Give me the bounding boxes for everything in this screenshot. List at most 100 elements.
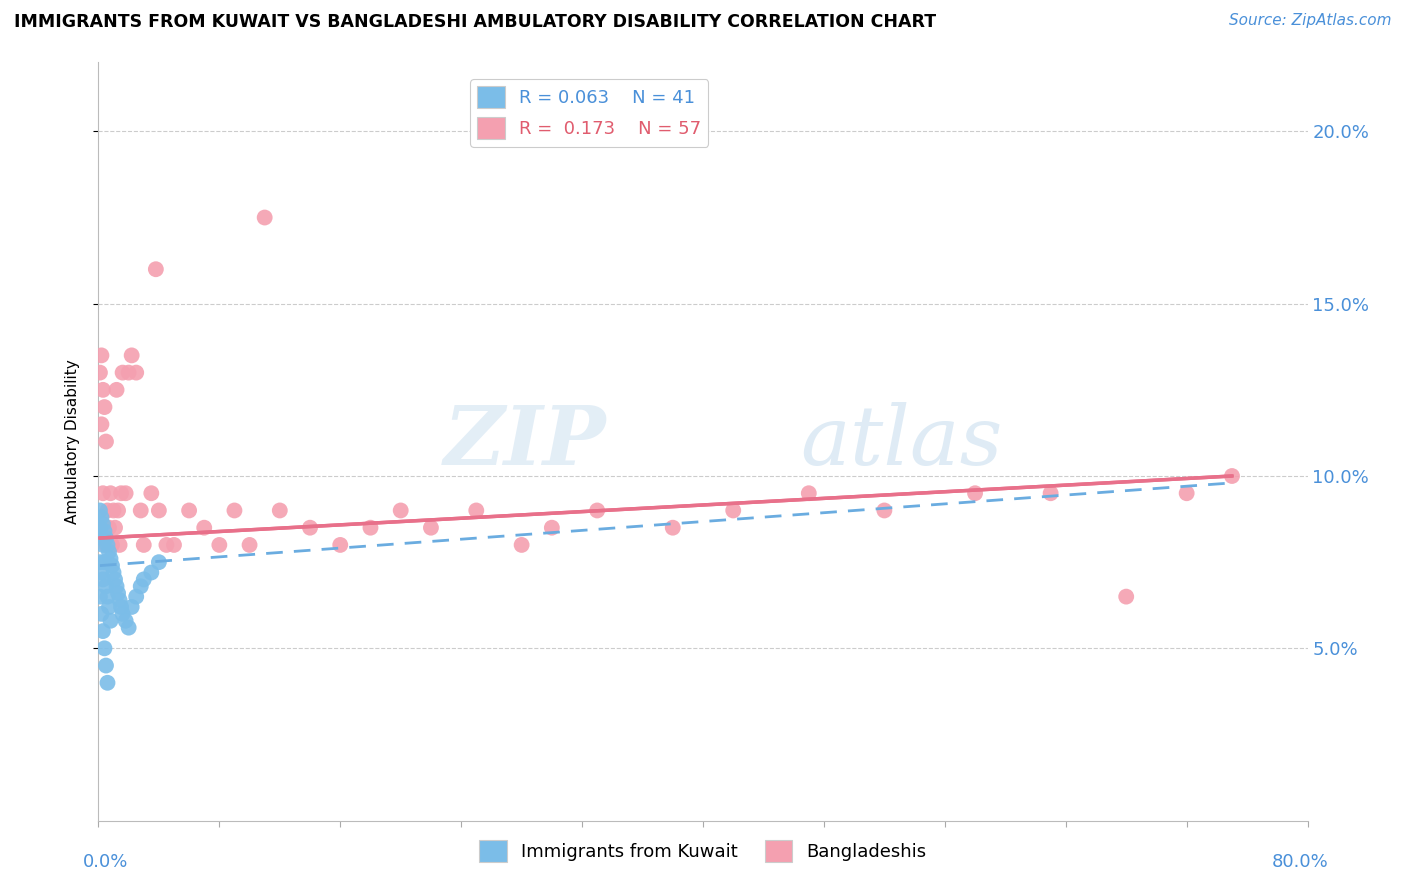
Point <box>108 593 131 607</box>
Point <box>107 586 129 600</box>
Point <box>1220 469 1243 483</box>
Point <box>103 503 125 517</box>
Point <box>94 531 117 545</box>
Point <box>1039 486 1062 500</box>
Point <box>540 521 562 535</box>
Point <box>91 383 114 397</box>
Point <box>179 503 201 517</box>
Point <box>100 486 122 500</box>
Point <box>96 503 118 517</box>
Point <box>90 531 112 545</box>
Point <box>965 486 987 500</box>
Point <box>89 555 111 569</box>
Point <box>114 614 136 628</box>
Legend: Immigrants from Kuwait, Bangladeshis: Immigrants from Kuwait, Bangladeshis <box>472 833 934 870</box>
Point <box>661 521 683 535</box>
Point <box>94 579 117 593</box>
Point <box>94 434 117 449</box>
Point <box>360 521 382 535</box>
Point <box>91 486 114 500</box>
Point <box>132 538 155 552</box>
Point <box>90 417 112 432</box>
Point <box>465 503 488 517</box>
Point <box>141 566 163 580</box>
Point <box>104 573 127 587</box>
Point <box>93 521 115 535</box>
Point <box>723 503 745 517</box>
Point <box>121 348 143 362</box>
Point <box>110 599 132 614</box>
Legend: R = 0.063    N = 41, R =  0.173    N = 57: R = 0.063 N = 41, R = 0.173 N = 57 <box>470 79 709 146</box>
Point <box>93 641 115 656</box>
Point <box>253 211 276 225</box>
Point <box>91 538 114 552</box>
Point <box>269 503 291 517</box>
Point <box>1175 486 1198 500</box>
Text: Source: ZipAtlas.com: Source: ZipAtlas.com <box>1229 13 1392 29</box>
Point <box>96 538 118 552</box>
Point <box>94 538 117 552</box>
Point <box>107 503 129 517</box>
Point <box>103 566 125 580</box>
Point <box>329 538 352 552</box>
Point <box>797 486 820 500</box>
Point <box>93 400 115 414</box>
Point <box>93 555 115 569</box>
Point <box>93 524 115 538</box>
Point <box>100 614 122 628</box>
Point <box>98 599 121 614</box>
Text: 80.0%: 80.0% <box>1272 853 1329 871</box>
Point <box>193 521 215 535</box>
Y-axis label: Ambulatory Disability: Ambulatory Disability <box>65 359 80 524</box>
Point <box>98 545 121 559</box>
Point <box>111 607 134 621</box>
Point <box>132 573 155 587</box>
Point <box>163 538 186 552</box>
Point <box>94 658 117 673</box>
Point <box>108 538 131 552</box>
Point <box>141 486 163 500</box>
Point <box>389 503 412 517</box>
Point <box>129 503 152 517</box>
Point <box>239 538 262 552</box>
Point <box>96 675 118 690</box>
Point <box>148 555 170 569</box>
Point <box>101 558 124 573</box>
Point <box>89 521 111 535</box>
Text: atlas: atlas <box>800 401 1002 482</box>
Point <box>873 503 896 517</box>
Point <box>90 510 112 524</box>
Point <box>114 486 136 500</box>
Point <box>145 262 167 277</box>
Point <box>90 566 112 580</box>
Point <box>125 590 148 604</box>
Point <box>125 366 148 380</box>
Point <box>90 607 112 621</box>
Point <box>91 517 114 532</box>
Point <box>91 624 114 639</box>
Point <box>90 348 112 362</box>
Point <box>111 366 134 380</box>
Point <box>105 383 128 397</box>
Point <box>110 486 132 500</box>
Point <box>148 503 170 517</box>
Text: ZIP: ZIP <box>444 401 606 482</box>
Point <box>105 579 128 593</box>
Point <box>101 538 124 552</box>
Point <box>129 579 152 593</box>
Point <box>121 599 143 614</box>
Point <box>100 551 122 566</box>
Point <box>510 538 533 552</box>
Point <box>1115 590 1137 604</box>
Point <box>89 590 111 604</box>
Point <box>96 590 118 604</box>
Point <box>89 521 111 535</box>
Point <box>224 503 246 517</box>
Point <box>98 521 121 535</box>
Point <box>89 503 111 517</box>
Point <box>420 521 443 535</box>
Point <box>155 538 177 552</box>
Point <box>118 621 141 635</box>
Text: 0.0%: 0.0% <box>83 853 128 871</box>
Point <box>89 366 111 380</box>
